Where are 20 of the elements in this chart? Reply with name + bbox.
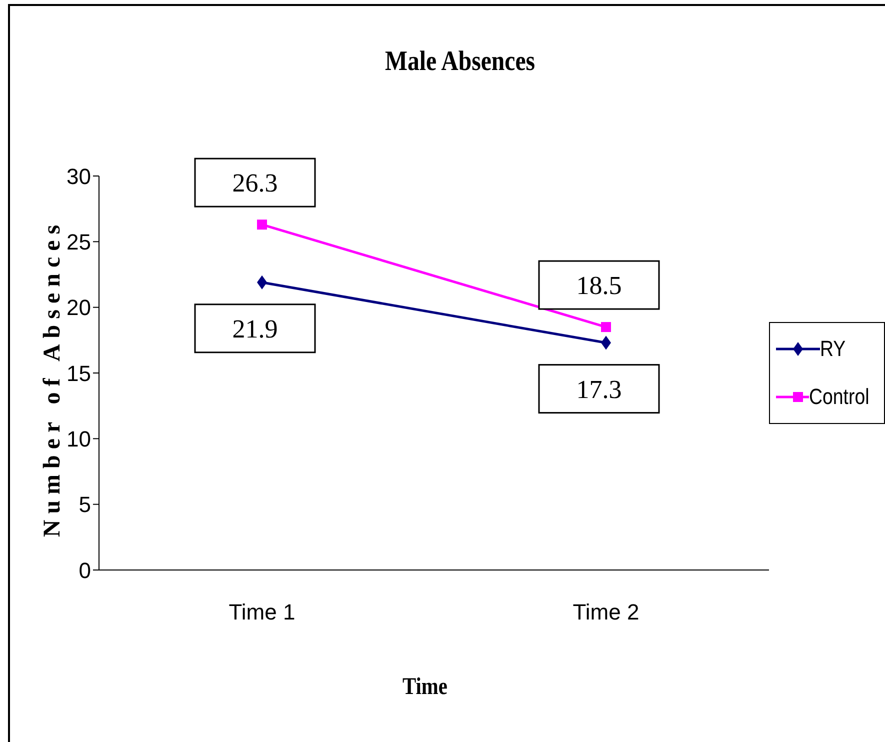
y-tick-label: 30: [66, 164, 91, 189]
legend-label: Control: [809, 384, 870, 410]
y-tick-label: 15: [66, 360, 91, 386]
y-tick-label: 0: [78, 558, 91, 583]
data-label: 17.3: [576, 374, 622, 404]
y-tick-label: 20: [66, 295, 91, 320]
x-tick-label: Time 1: [228, 600, 296, 625]
y-tick-label: 10: [66, 426, 91, 452]
x-tick-label: Time 2: [572, 600, 640, 625]
y-tick-label: 5: [78, 492, 91, 518]
data-label: 26.3: [232, 168, 278, 198]
point: [601, 322, 611, 332]
x-axis-title: Time: [402, 674, 448, 701]
y-axis-title: Number of Absences: [40, 218, 66, 538]
y-tick-label: 25: [66, 229, 91, 254]
data-label: 18.5: [576, 271, 622, 300]
chart-title: Male Absences: [384, 46, 536, 78]
data-label: 21.9: [232, 314, 278, 344]
legend-label: RY: [820, 336, 846, 362]
point: [257, 220, 267, 230]
